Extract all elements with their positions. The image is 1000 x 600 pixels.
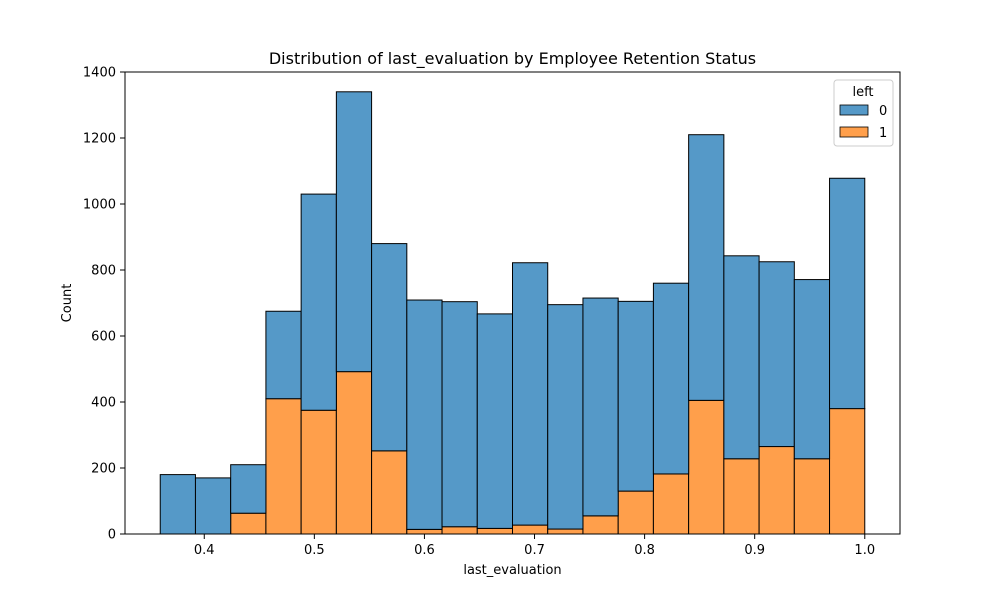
y-tick-label: 800 — [91, 264, 116, 279]
y-tick-label: 1200 — [83, 132, 116, 147]
x-tick-label: 1.0 — [854, 543, 875, 558]
legend-title: left — [852, 85, 873, 100]
bar-left-1-bin-9 — [476, 527, 514, 535]
y-tick-label: 400 — [91, 396, 116, 411]
bar-left-1-bin-14 — [652, 473, 690, 535]
legend-label-0: 0 — [879, 104, 887, 119]
y-tick-label: 200 — [91, 462, 116, 477]
y-tick-label: 0 — [108, 528, 116, 543]
y-axis-ticks: 0 200 400 600 800 1000 1200 1400 — [83, 66, 125, 543]
chart-title: Distribution of last_evaluation by Emplo… — [269, 49, 756, 69]
bar-left-0-bin-9 — [476, 313, 514, 529]
bar-left-1-bin-11 — [547, 528, 584, 535]
bar-left-0-bin-18 — [793, 279, 831, 460]
bars-group — [159, 91, 866, 535]
legend-swatch-0 — [839, 104, 869, 116]
x-tick-label: 0.6 — [414, 543, 435, 558]
x-tick-label: 0.8 — [634, 543, 655, 558]
x-axis-ticks: 0.4 0.5 0.6 0.7 0.8 0.9 1.0 — [194, 534, 875, 558]
bar-left-0-bin-17 — [758, 261, 795, 448]
y-axis-label: Count — [60, 284, 75, 323]
bar-left-0-bin-7 — [406, 299, 443, 530]
bar-left-1-bin-18 — [793, 458, 831, 535]
bar-left-0-bin-6 — [371, 243, 408, 452]
bar-left-0-bin-16 — [723, 255, 760, 460]
x-axis-label: last_evaluation — [463, 563, 561, 578]
bar-left-0-bin-13 — [617, 300, 654, 492]
bar-left-0-bin-15 — [688, 134, 725, 401]
bar-left-0-bin-11 — [547, 304, 584, 530]
bar-left-1-bin-7 — [406, 528, 443, 535]
y-tick-label: 1000 — [83, 198, 116, 213]
bar-left-1-bin-17 — [758, 446, 795, 535]
bar-left-1-bin-8 — [441, 526, 478, 535]
bar-left-1-bin-2 — [230, 512, 267, 535]
bar-left-1-bin-19 — [829, 408, 866, 535]
bar-left-1-bin-5 — [335, 371, 373, 535]
legend-swatch-1 — [839, 126, 869, 138]
bar-left-1-bin-12 — [582, 515, 619, 535]
bar-left-0-bin-4 — [300, 193, 337, 411]
bar-left-0-bin-1 — [194, 477, 232, 535]
bar-left-1-bin-15 — [688, 399, 725, 535]
bar-left-0-bin-0 — [159, 474, 196, 535]
bar-left-0-bin-3 — [265, 310, 302, 400]
x-tick-label: 0.4 — [194, 543, 215, 558]
bar-left-0-bin-14 — [652, 282, 690, 475]
bar-left-1-bin-10 — [512, 524, 549, 535]
bar-left-1-bin-6 — [371, 450, 408, 535]
bar-left-0-bin-2 — [230, 464, 267, 514]
x-tick-label: 0.9 — [744, 543, 765, 558]
bar-left-0-bin-5 — [335, 91, 373, 373]
bar-left-1-bin-13 — [617, 490, 654, 535]
bar-left-1-bin-16 — [723, 458, 760, 535]
bar-left-0-bin-12 — [582, 297, 619, 517]
y-tick-label: 600 — [91, 330, 116, 345]
bar-left-0-bin-8 — [441, 301, 478, 528]
bar-left-0-bin-19 — [829, 177, 866, 410]
legend: left 0 1 — [833, 79, 894, 147]
plot-frame — [124, 71, 901, 535]
bar-left-1-bin-3 — [265, 398, 302, 535]
bar-left-1-bin-4 — [300, 409, 337, 535]
y-tick-label: 1400 — [83, 66, 116, 81]
bar-left-0-bin-10 — [512, 262, 549, 526]
legend-label-1: 1 — [879, 126, 887, 141]
x-tick-label: 0.5 — [304, 543, 325, 558]
x-tick-label: 0.7 — [524, 543, 545, 558]
